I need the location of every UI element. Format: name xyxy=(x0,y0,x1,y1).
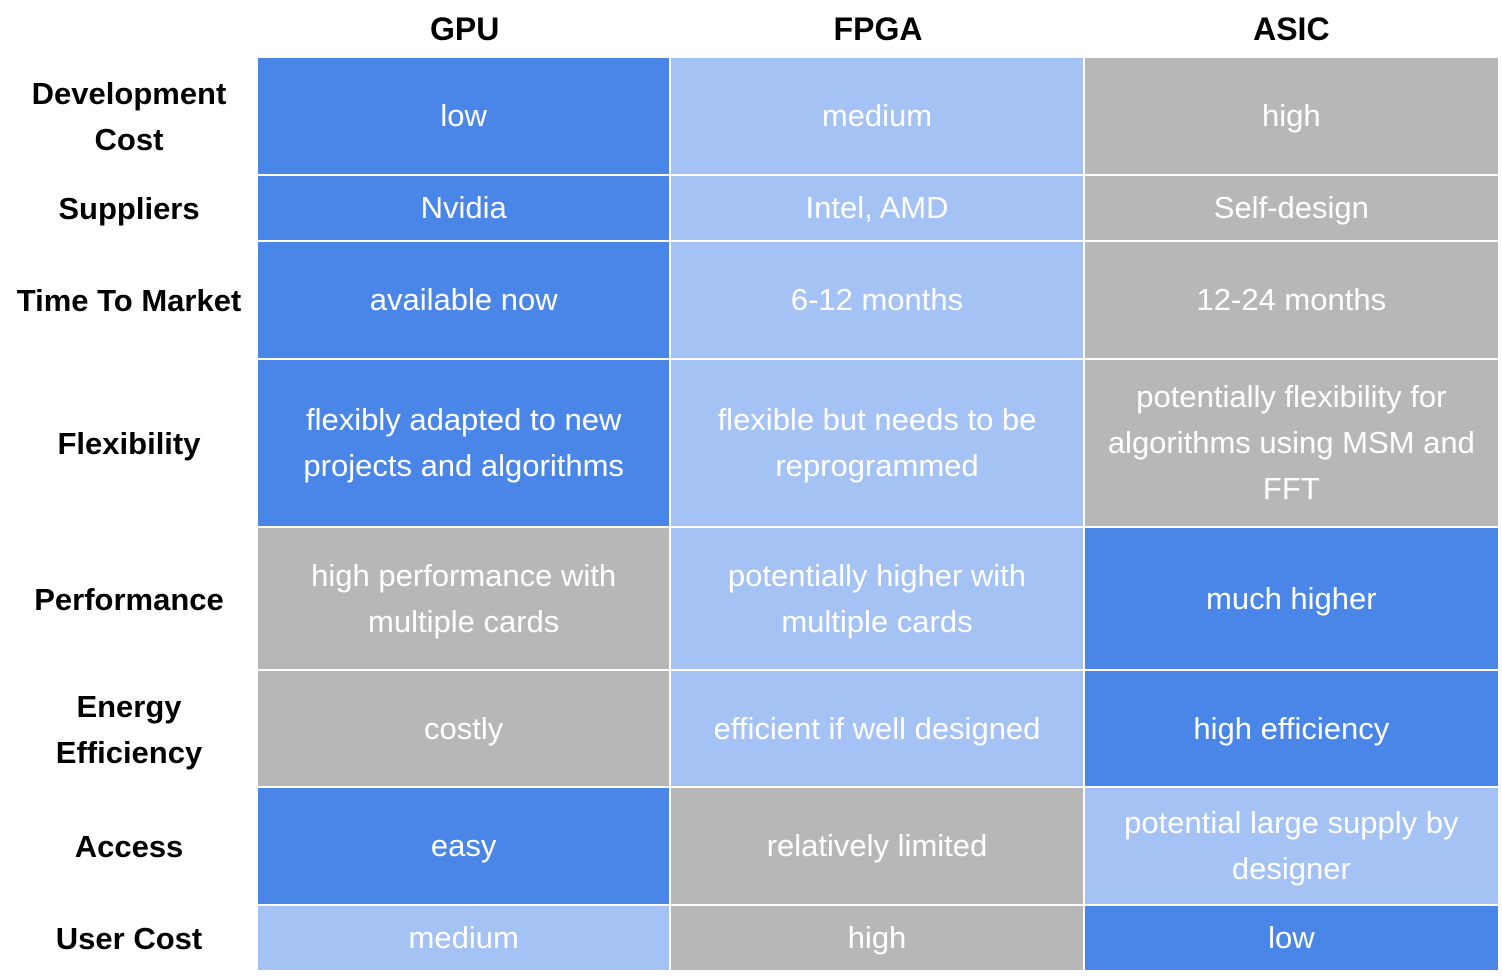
table-cell: medium xyxy=(258,906,672,972)
table-cell: Self-design xyxy=(1084,176,1498,242)
table-cell: potential large supply by designer xyxy=(1084,788,1498,906)
row-label: Time To Market xyxy=(16,283,242,318)
table-cell: 6-12 months xyxy=(671,242,1085,360)
table-row-development-cost: Development Cost low medium high xyxy=(0,58,1498,176)
table-cell: high xyxy=(1084,58,1498,176)
column-header-fpga: FPGA xyxy=(833,10,923,47)
row-label: User Cost xyxy=(55,921,203,956)
table-row-time-to-market: Time To Market available now 6-12 months… xyxy=(0,242,1498,360)
row-label: Energy Efficiency xyxy=(55,688,203,770)
table-cell: efficient if well designed xyxy=(671,671,1085,788)
table-cell: low xyxy=(258,58,672,176)
comparison-table: Development Cost low medium high Supplie… xyxy=(0,58,1498,972)
table-cell: Intel, AMD xyxy=(671,176,1085,242)
table-row-flexibility: Flexibility flexibly adapted to new proj… xyxy=(0,360,1498,528)
table-cell: high efficiency xyxy=(1084,671,1498,788)
row-label: Access xyxy=(74,829,184,864)
row-label: Flexibility xyxy=(57,426,201,461)
table-cell: flexibly adapted to new projects and alg… xyxy=(258,360,672,528)
row-label: Suppliers xyxy=(58,191,200,226)
column-header-gpu: GPU xyxy=(429,10,500,47)
table-cell: much higher xyxy=(1084,528,1498,671)
column-header-asic: ASIC xyxy=(1253,10,1330,47)
table-cell: high performance with multiple cards xyxy=(258,528,672,671)
table-cell: low xyxy=(1084,906,1498,972)
table-cell: Nvidia xyxy=(258,176,672,242)
table-cell: available now xyxy=(258,242,672,360)
row-label: Performance xyxy=(34,581,224,617)
table-cell: relatively limited xyxy=(671,788,1085,906)
table-header: GPU FPGA ASIC xyxy=(258,0,1498,58)
table-row-energy-efficiency: Energy Efficiency costly efficient if we… xyxy=(0,671,1498,788)
table-cell: flexible but needs to be reprogrammed xyxy=(671,360,1085,528)
table-cell: potentially flexibility for algorithms u… xyxy=(1084,360,1498,528)
table-cell: easy xyxy=(258,788,672,906)
table-cell: high xyxy=(671,906,1085,972)
table-row-suppliers: Suppliers Nvidia Intel, AMD Self-design xyxy=(0,176,1498,242)
table-row-user-cost: User Cost medium high low xyxy=(0,906,1498,972)
table-cell: potentially higher with multiple cards xyxy=(671,528,1085,671)
table-row-access: Access easy relatively limited potential… xyxy=(0,788,1498,906)
table-cell: medium xyxy=(671,58,1085,176)
table-row-performance: Performance high performance with multip… xyxy=(0,528,1498,671)
row-label: Development Cost xyxy=(31,76,227,157)
table-cell: costly xyxy=(258,671,672,788)
table-cell: 12-24 months xyxy=(1084,242,1498,360)
